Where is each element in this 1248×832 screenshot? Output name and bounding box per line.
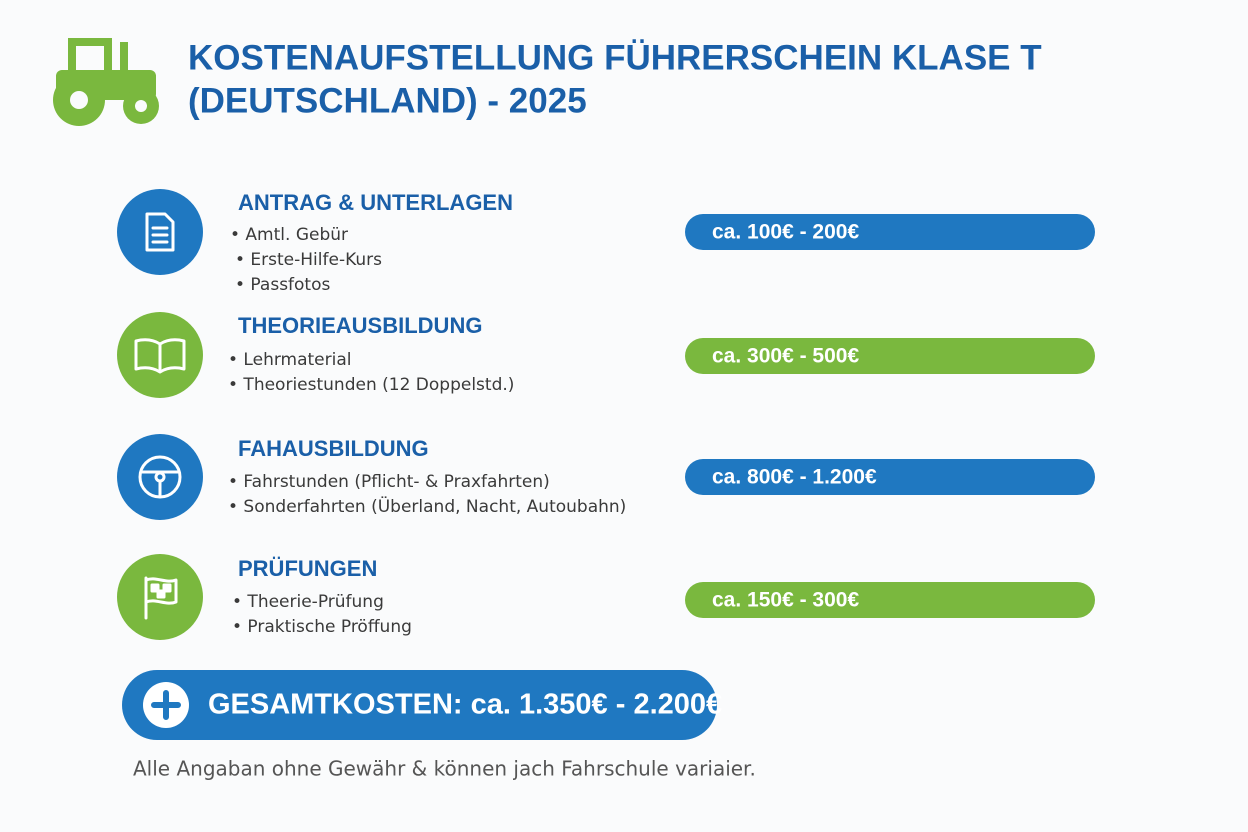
cost-bar (685, 214, 1095, 250)
book-icon (134, 338, 186, 374)
plus-sign (151, 690, 181, 720)
section-title: ANTRAG & UNTERLAGEN (238, 190, 513, 215)
cost-label: ca. 800€ - 1.200€ (712, 466, 877, 489)
section-title: THEORIEAUSBILDUNG (238, 313, 482, 338)
section-item: • Erste-Hilfe-Kurs (235, 250, 382, 270)
section-item: • Amtl. Gebür (230, 225, 348, 245)
cost-label: ca. 100€ - 200€ (712, 221, 859, 244)
section-item: • Theoriestunden (12 Doppelstd.) (228, 375, 514, 395)
cost-bar (685, 582, 1095, 618)
cost-bar (685, 459, 1095, 495)
total-pill (122, 670, 717, 740)
section-icon (117, 434, 203, 520)
total-label: GESAMTKOSTEN: ca. 1.350€ - 2.200€ (208, 689, 722, 721)
title-line: (DEUTSCHLAND) - 2025 (188, 81, 587, 120)
tractor-icon (53, 38, 159, 126)
section-item: • Fahrstunden (Pflicht- & Praxfahrten) (228, 472, 550, 492)
section-title: PRÜFUNGEN (238, 556, 377, 581)
title-line: KOSTENAUFSTELLUNG FÜHRERSCHEIN KLASE T (188, 38, 1042, 77)
section-item: • Sonderfahrten (Überland, Nacht, Autoub… (228, 495, 626, 517)
section-item: • Lehrmaterial (228, 350, 351, 370)
cost-label: ca. 150€ - 300€ (712, 589, 859, 612)
flag-icon (144, 576, 178, 620)
section-item: • Praktische Pröffung (232, 617, 412, 637)
section-item: • Passfotos (235, 275, 331, 295)
section-item: • Theerie-Prüfung (232, 592, 384, 612)
disclaimer: Alle Angaban ohne Gewähr & können jach F… (133, 757, 756, 781)
section-title: FAHAUSBILDUNG (238, 436, 429, 461)
section-icon (117, 189, 203, 275)
cost-label: ca. 300€ - 500€ (712, 345, 859, 368)
steering-wheel-icon (138, 455, 182, 499)
cost-bar (685, 338, 1095, 374)
document-icon (145, 212, 175, 252)
